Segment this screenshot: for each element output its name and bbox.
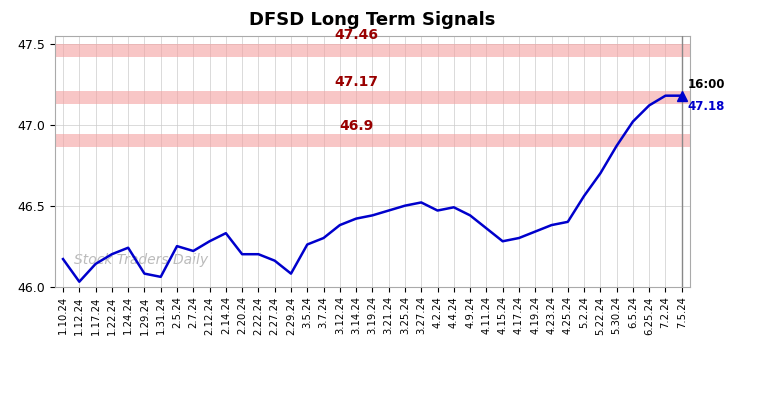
Text: 46.9: 46.9 (339, 119, 373, 133)
Text: 47.18: 47.18 (688, 100, 724, 113)
Bar (55, 91, 690, 104)
Text: 47.17: 47.17 (334, 75, 378, 89)
Title: DFSD Long Term Signals: DFSD Long Term Signals (249, 11, 495, 29)
Text: 16:00: 16:00 (688, 78, 725, 91)
Text: Stock Traders Daily: Stock Traders Daily (74, 252, 208, 267)
Bar (55, 44, 690, 57)
Bar (55, 135, 690, 147)
Text: 47.46: 47.46 (334, 28, 378, 42)
